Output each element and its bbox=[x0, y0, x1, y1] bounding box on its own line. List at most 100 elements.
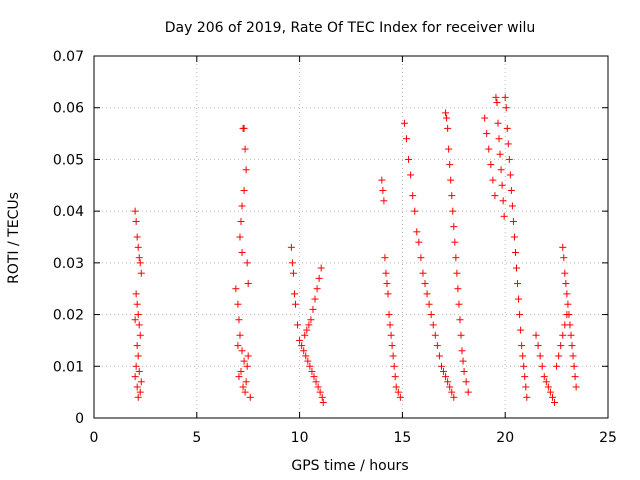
y-tick-label: 0.01 bbox=[53, 359, 84, 375]
data-point bbox=[409, 192, 417, 200]
data-point bbox=[134, 352, 142, 360]
data-point bbox=[136, 259, 144, 267]
data-point bbox=[232, 285, 240, 293]
data-point bbox=[566, 321, 574, 329]
data-point bbox=[134, 393, 142, 401]
data-point bbox=[300, 347, 308, 355]
data-point bbox=[481, 114, 489, 122]
data-point bbox=[538, 362, 546, 370]
data-point bbox=[301, 331, 309, 339]
data-point bbox=[303, 326, 311, 334]
x-tick-label: 25 bbox=[599, 430, 617, 446]
data-point bbox=[442, 373, 450, 381]
data-point bbox=[386, 321, 394, 329]
data-point bbox=[306, 362, 314, 370]
data-point bbox=[505, 155, 513, 163]
data-point bbox=[519, 352, 527, 360]
data-point bbox=[136, 331, 144, 339]
data-point bbox=[415, 238, 423, 246]
data-point bbox=[536, 352, 544, 360]
data-point bbox=[135, 254, 143, 262]
data-point bbox=[444, 124, 452, 132]
data-point bbox=[568, 342, 576, 350]
data-point bbox=[317, 264, 325, 272]
data-point bbox=[507, 186, 515, 194]
data-point bbox=[308, 367, 316, 375]
data-point bbox=[137, 378, 145, 386]
data-point bbox=[444, 378, 452, 386]
data-point bbox=[244, 352, 252, 360]
data-point bbox=[563, 290, 571, 298]
data-point bbox=[137, 269, 145, 277]
chart-title: Day 206 of 2019, Rate Of TEC Index for r… bbox=[165, 20, 535, 36]
data-point bbox=[134, 243, 142, 251]
data-point bbox=[455, 300, 463, 308]
data-point bbox=[302, 352, 310, 360]
data-point bbox=[388, 342, 396, 350]
data-point bbox=[449, 207, 457, 215]
data-point bbox=[396, 393, 404, 401]
y-tick-label: 0.06 bbox=[53, 101, 84, 117]
data-point bbox=[514, 280, 522, 288]
data-point bbox=[559, 243, 567, 251]
y-tick-label: 0 bbox=[75, 411, 84, 427]
data-point bbox=[296, 336, 304, 344]
data-point bbox=[244, 280, 252, 288]
data-point bbox=[319, 398, 327, 406]
data-point bbox=[508, 202, 516, 210]
data-point bbox=[520, 362, 528, 370]
data-point bbox=[240, 186, 248, 194]
data-point bbox=[501, 93, 509, 101]
data-point bbox=[532, 331, 540, 339]
data-point bbox=[497, 166, 505, 174]
data-point bbox=[234, 300, 242, 308]
data-point bbox=[131, 373, 139, 381]
data-point bbox=[510, 233, 518, 241]
data-point bbox=[443, 114, 451, 122]
data-point bbox=[562, 280, 570, 288]
data-point bbox=[132, 290, 140, 298]
data-point bbox=[499, 197, 507, 205]
data-point bbox=[237, 217, 245, 225]
data-point bbox=[305, 321, 313, 329]
data-point bbox=[521, 373, 529, 381]
data-point bbox=[383, 280, 391, 288]
y-tick-label: 0.07 bbox=[53, 49, 84, 65]
data-point bbox=[565, 311, 573, 319]
data-point bbox=[403, 135, 411, 143]
data-point bbox=[246, 393, 254, 401]
data-point bbox=[555, 352, 563, 360]
data-point bbox=[407, 171, 415, 179]
y-tick-label: 0.05 bbox=[53, 152, 84, 168]
data-point bbox=[131, 207, 139, 215]
data-point bbox=[453, 269, 461, 277]
data-point bbox=[517, 326, 525, 334]
data-point bbox=[560, 254, 568, 262]
data-point bbox=[435, 352, 443, 360]
data-point bbox=[417, 254, 425, 262]
data-point bbox=[487, 161, 495, 169]
data-point bbox=[448, 192, 456, 200]
data-point bbox=[310, 373, 318, 381]
x-tick-label: 5 bbox=[192, 430, 201, 446]
data-point bbox=[433, 342, 441, 350]
data-point bbox=[462, 378, 470, 386]
data-point bbox=[236, 331, 244, 339]
x-tick-label: 10 bbox=[291, 430, 309, 446]
data-point bbox=[442, 109, 450, 117]
data-point bbox=[459, 357, 467, 365]
data-point bbox=[485, 145, 493, 153]
data-point bbox=[133, 383, 141, 391]
data-point bbox=[464, 388, 472, 396]
data-point bbox=[289, 269, 297, 277]
x-axis-label: GPS time / hours bbox=[291, 458, 408, 474]
data-point bbox=[493, 99, 501, 107]
data-point bbox=[542, 378, 550, 386]
data-point bbox=[551, 398, 559, 406]
data-point bbox=[534, 342, 542, 350]
axes-layer bbox=[93, 55, 609, 419]
data-point bbox=[413, 228, 421, 236]
data-point bbox=[450, 223, 458, 231]
data-point bbox=[241, 145, 249, 153]
